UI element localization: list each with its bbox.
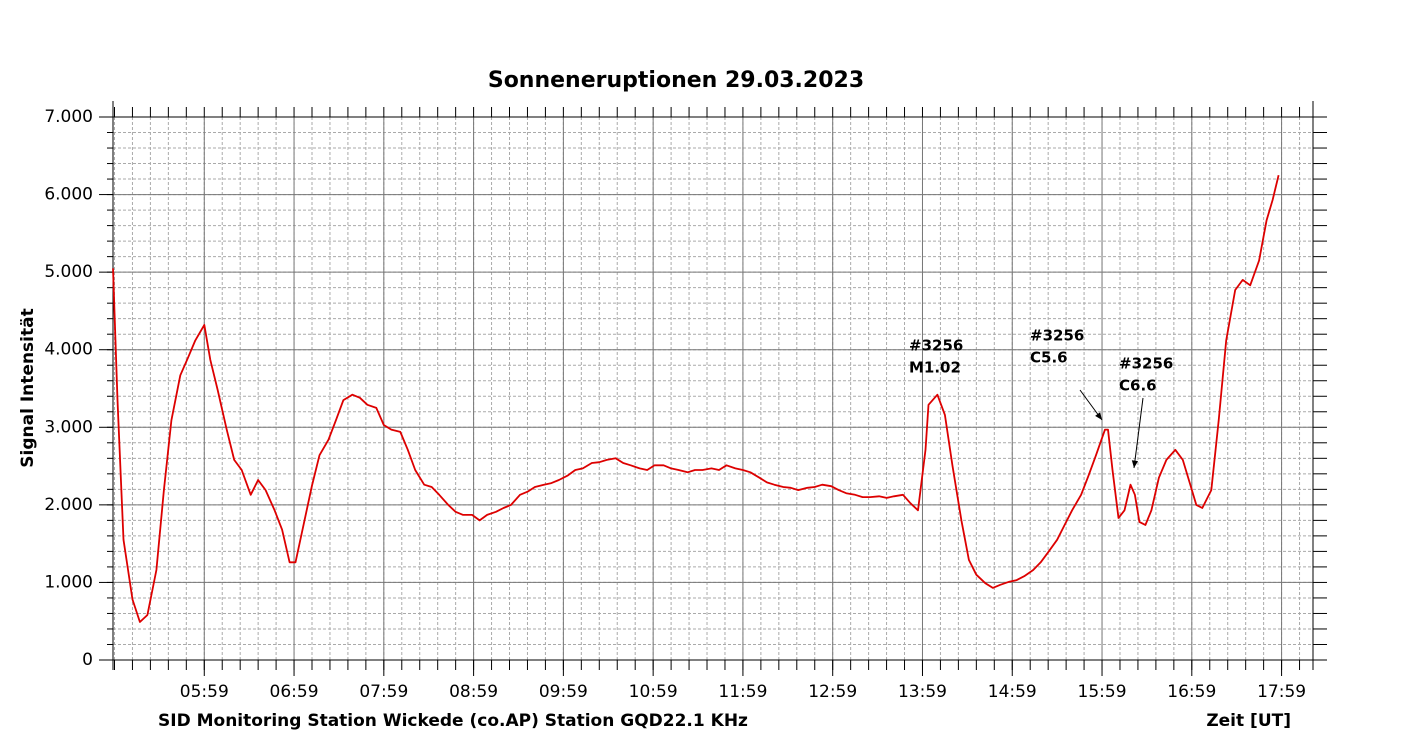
x-tick-label: 06:59	[270, 682, 319, 702]
arrow-head	[1095, 412, 1102, 420]
footer-label: SID Monitoring Station Wickede (co.AP) S…	[158, 711, 748, 731]
x-tick-label: 07:59	[359, 682, 408, 702]
x-tick-label: 08:59	[449, 682, 498, 702]
x-tick-label: 05:59	[180, 682, 229, 702]
x-axis-label: Zeit [UT]	[1206, 711, 1291, 731]
chart-title: Sonneneruptionen 29.03.2023	[488, 68, 864, 93]
y-tick-label: 3.000	[44, 417, 93, 437]
arrow-head	[1131, 460, 1139, 468]
annotation: M1.02	[909, 359, 961, 377]
annotation-arrow	[1133, 397, 1144, 469]
x-tick-label: 14:59	[988, 682, 1037, 702]
annotation: C6.6	[1119, 377, 1157, 395]
x-tick-label: 16:59	[1167, 682, 1216, 702]
y-tick-label: 4.000	[44, 340, 93, 360]
y-tick-label: 5.000	[44, 262, 93, 282]
x-tick-label: 12:59	[808, 682, 857, 702]
y-tick-label: 6.000	[44, 185, 93, 205]
y-axis-label: Signal Intensität	[18, 308, 38, 467]
y-tick-label: 2.000	[44, 495, 93, 515]
x-tick-label: 17:59	[1257, 682, 1306, 702]
x-tick-label: 13:59	[898, 682, 947, 702]
y-tick-label: 1.000	[44, 572, 93, 592]
signal-line	[112, 174, 1280, 623]
y-tick-label: 0	[82, 650, 93, 670]
x-tick-label: 11:59	[718, 682, 767, 702]
x-tick-label: 10:59	[629, 682, 678, 702]
annotation: #3256	[1030, 327, 1084, 345]
annotation: C5.6	[1030, 349, 1068, 367]
y-tick-label: 7.000	[44, 107, 93, 127]
x-tick-label: 15:59	[1078, 682, 1127, 702]
x-tick-label: 09:59	[539, 682, 588, 702]
annotation: #3256	[909, 337, 963, 355]
annotation: #3256	[1119, 355, 1173, 373]
